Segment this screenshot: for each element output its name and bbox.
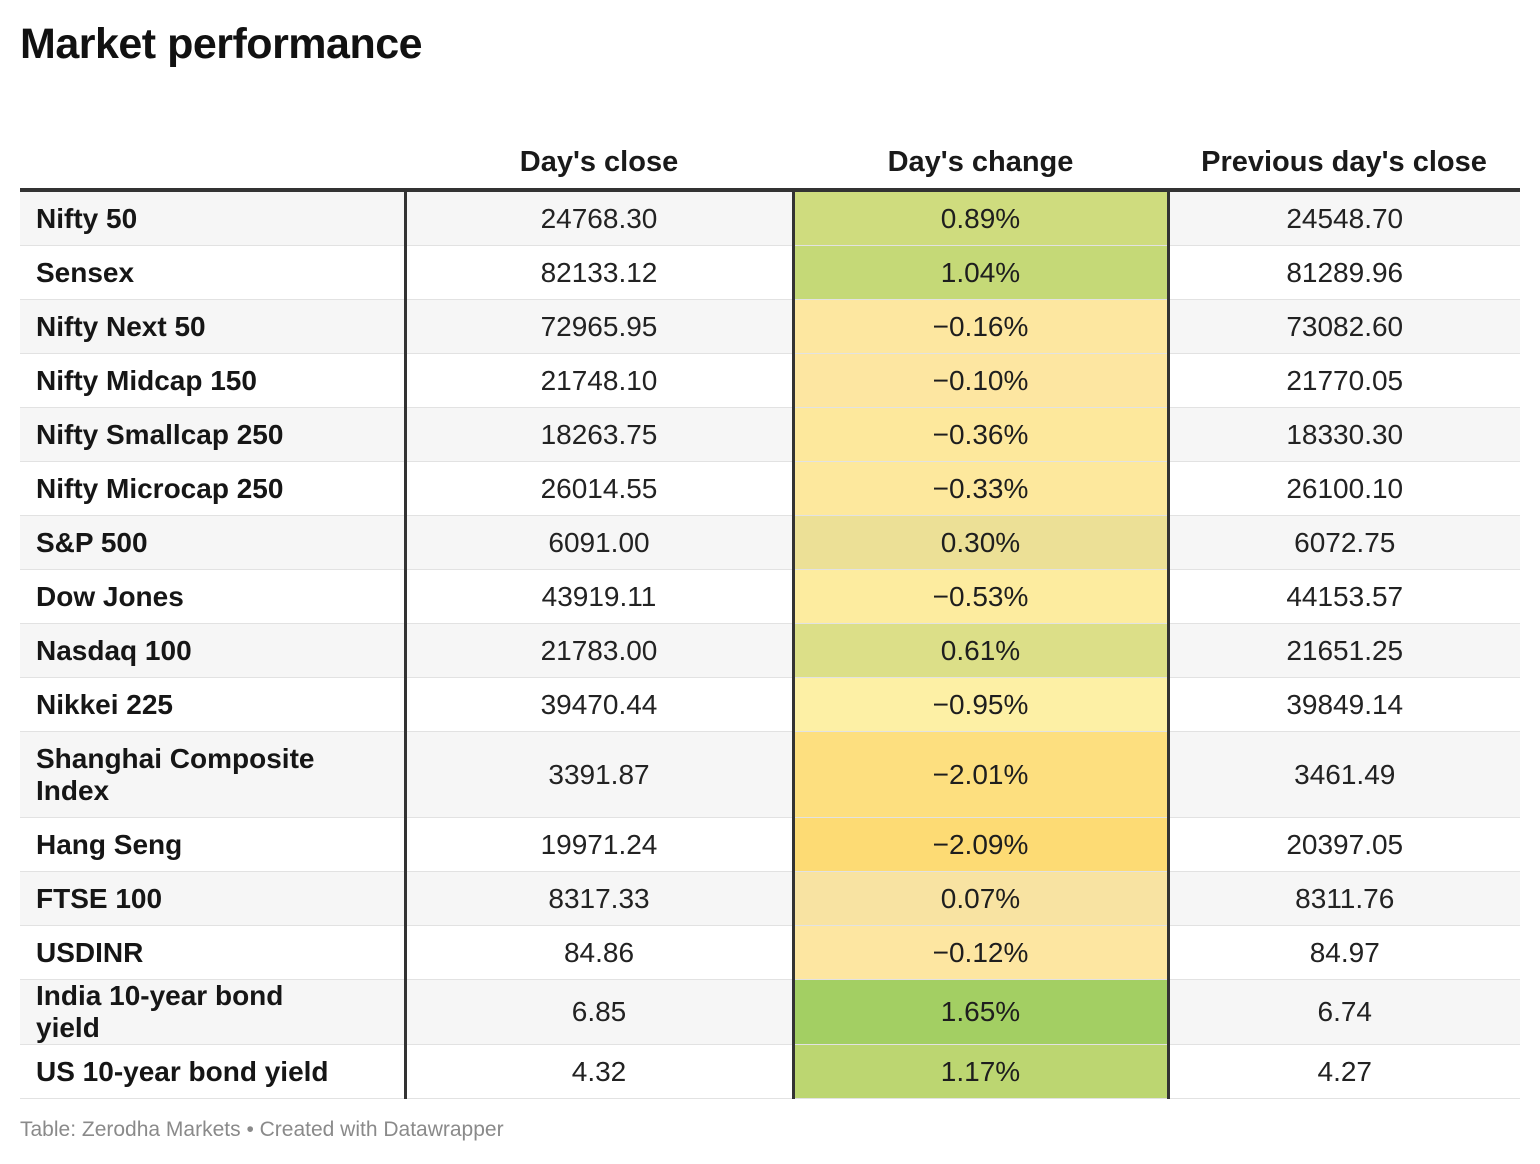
days-change-cell: −0.12% [791,925,1170,980]
previous-close-cell: 20397.05 [1168,817,1520,872]
row-name-cell: India 10-year bond yield [20,979,407,1045]
table-row: US 10-year bond yield 4.32 1.17% 4.27 [20,1044,1520,1099]
header-days-close: Day's close [405,112,793,192]
row-name-cell: Sensex [20,245,407,300]
table-row: Nikkei 225 39470.44 −0.95% 39849.14 [20,677,1520,732]
days-change-cell: −2.01% [791,731,1170,818]
market-performance-table: Day's close Day's change Previous day's … [20,112,1520,1099]
days-close-cell: 39470.44 [405,677,793,732]
row-name-cell: Dow Jones [20,569,407,624]
days-close-cell: 43919.11 [405,569,793,624]
previous-close-cell: 6072.75 [1168,515,1520,570]
days-close-cell: 6091.00 [405,515,793,570]
days-change-cell: −0.95% [791,677,1170,732]
previous-close-cell: 26100.10 [1168,461,1520,516]
footer-separator: • [240,1118,260,1141]
table-row: India 10-year bond yield 6.85 1.65% 6.74 [20,979,1520,1045]
days-close-cell: 21748.10 [405,353,793,408]
days-change-cell: −0.16% [791,299,1170,354]
table-row: FTSE 100 8317.33 0.07% 8311.76 [20,871,1520,926]
row-name-cell: Hang Seng [20,817,407,872]
days-close-cell: 18263.75 [405,407,793,462]
row-name-cell: Nifty Next 50 [20,299,407,354]
days-change-cell: −0.10% [791,353,1170,408]
days-change-cell: 0.30% [791,515,1170,570]
table-row: Sensex 82133.12 1.04% 81289.96 [20,245,1520,300]
days-change-cell: 0.61% [791,623,1170,678]
days-change-cell: 1.04% [791,245,1170,300]
days-close-cell: 4.32 [405,1044,793,1099]
days-close-cell: 26014.55 [405,461,793,516]
header-days-change: Day's change [793,112,1168,192]
previous-close-cell: 3461.49 [1168,731,1520,818]
days-close-cell: 3391.87 [405,731,793,818]
table-row: Shanghai Composite Index 3391.87 −2.01% 346… [20,731,1520,818]
previous-close-cell: 18330.30 [1168,407,1520,462]
previous-close-cell: 81289.96 [1168,245,1520,300]
previous-close-cell: 4.27 [1168,1044,1520,1099]
days-close-cell: 8317.33 [405,871,793,926]
days-change-cell: −0.33% [791,461,1170,516]
previous-close-cell: 84.97 [1168,925,1520,980]
row-name-cell: Nifty 50 [20,190,407,246]
row-name-cell: Shanghai Composite Index [20,731,407,818]
row-name-cell: USDINR [20,925,407,980]
days-change-cell: −0.36% [791,407,1170,462]
previous-close-cell: 6.74 [1168,979,1520,1045]
previous-close-cell: 39849.14 [1168,677,1520,732]
days-change-cell: 1.65% [791,979,1170,1045]
previous-close-cell: 21651.25 [1168,623,1520,678]
table-row: S&P 500 6091.00 0.30% 6072.75 [20,515,1520,570]
previous-close-cell: 24548.70 [1168,190,1520,246]
days-close-cell: 84.86 [405,925,793,980]
days-close-cell: 82133.12 [405,245,793,300]
table-row: USDINR 84.86 −0.12% 84.97 [20,925,1520,980]
days-change-cell: 1.17% [791,1044,1170,1099]
table-row: Hang Seng 19971.24 −2.09% 20397.05 [20,817,1520,872]
row-name-cell: US 10-year bond yield [20,1044,407,1099]
days-close-cell: 72965.95 [405,299,793,354]
row-name-cell: Nifty Microcap 250 [20,461,407,516]
table-row: Dow Jones 43919.11 −0.53% 44153.57 [20,569,1520,624]
credit-note: Created with Datawrapper [259,1118,504,1141]
table-row: Nifty Smallcap 250 18263.75 −0.36% 18330.30 [20,407,1520,462]
days-close-cell: 19971.24 [405,817,793,872]
table-row: Nasdaq 100 21783.00 0.61% 21651.25 [20,623,1520,678]
previous-close-cell: 44153.57 [1168,569,1520,624]
row-name-cell: Nikkei 225 [20,677,407,732]
previous-close-cell: 73082.60 [1168,299,1520,354]
days-change-cell: −0.53% [791,569,1170,624]
days-change-cell: 0.89% [791,190,1170,246]
table-row: Nifty Microcap 250 26014.55 −0.33% 26100.10 [20,461,1520,516]
previous-close-cell: 21770.05 [1168,353,1520,408]
row-name-cell: S&P 500 [20,515,407,570]
row-name-cell: Nifty Smallcap 250 [20,407,407,462]
days-change-cell: −2.09% [791,817,1170,872]
days-close-cell: 21783.00 [405,623,793,678]
row-name-cell: Nifty Midcap 150 [20,353,407,408]
table-row: Nifty 50 24768.30 0.89% 24548.70 [20,190,1520,246]
header-row: Day's close Day's change Previous day's … [20,112,1520,192]
row-name-cell: FTSE 100 [20,871,407,926]
table-title: Market performance [20,20,423,68]
table-row: Nifty Next 50 72965.95 −0.16% 73082.60 [20,299,1520,354]
days-close-cell: 24768.30 [405,190,793,246]
source-note: Table: Zerodha Markets [20,1118,241,1141]
table-row: Nifty Midcap 150 21748.10 −0.10% 21770.05 [20,353,1520,408]
table-body: Nifty 50 24768.30 0.89% 24548.70 Sensex 82133… [20,190,1520,1099]
header-name-column [20,112,405,192]
days-close-cell: 6.85 [405,979,793,1045]
header-previous-close: Previous day's close [1168,112,1520,192]
source-footer: Table: Zerodha Markets • Created with Da… [20,1117,504,1143]
row-name-cell: Nasdaq 100 [20,623,407,678]
days-change-cell: 0.07% [791,871,1170,926]
previous-close-cell: 8311.76 [1168,871,1520,926]
